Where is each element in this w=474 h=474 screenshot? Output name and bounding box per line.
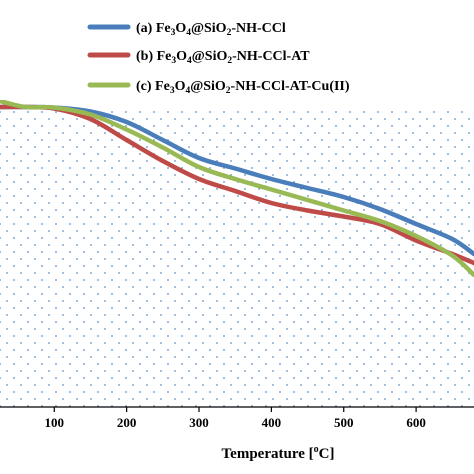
x-tick-label-600: 600	[406, 415, 426, 430]
x-tick-label-100: 100	[45, 415, 65, 430]
x-tick-label-300: 300	[189, 415, 209, 430]
x-axis-ticks: 100 200 300 400 500 600	[45, 407, 426, 430]
legend: (a) Fe3O4@SiO2-NH-CCl (b) Fe3O4@SiO2-NH-…	[87, 21, 350, 96]
x-tick-label-200: 200	[117, 415, 137, 430]
legend-label-c: (c) Fe3O4@SiO2-NH-CCl-AT-Cu(II)	[136, 79, 350, 96]
x-axis-title: Temperature [oC]	[222, 444, 335, 462]
x-tick-label-500: 500	[334, 415, 354, 430]
legend-label-b: (b) Fe3O4@SiO2-NH-CCl-AT	[136, 49, 310, 66]
series-line-c	[0, 100, 474, 278]
plot-background	[0, 107, 474, 407]
legend-item-a: (a) Fe3O4@SiO2-NH-CCl	[87, 21, 286, 38]
series-layer	[0, 100, 474, 278]
legend-item-b: (b) Fe3O4@SiO2-NH-CCl-AT	[87, 49, 310, 66]
legend-item-c: (c) Fe3O4@SiO2-NH-CCl-AT-Cu(II)	[87, 79, 350, 96]
x-tick-label-400: 400	[262, 415, 282, 430]
legend-label-a: (a) Fe3O4@SiO2-NH-CCl	[136, 21, 286, 38]
